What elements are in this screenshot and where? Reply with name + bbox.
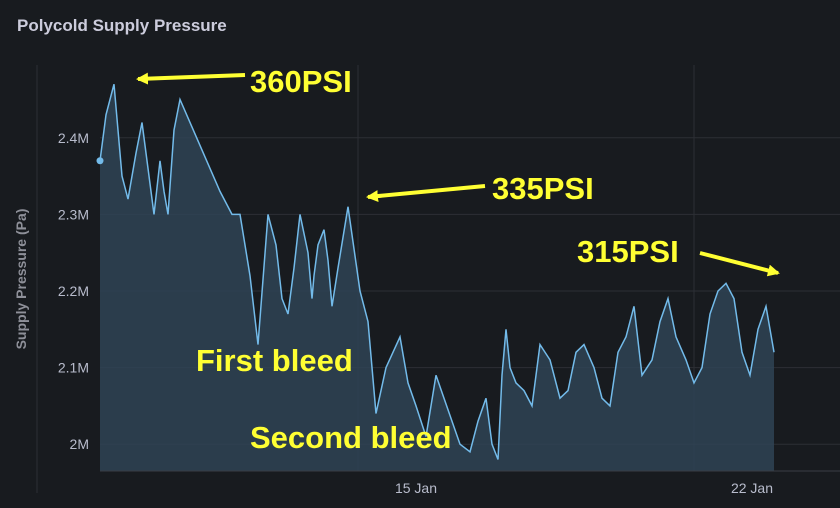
y-tick-label: 2M [70, 436, 89, 452]
series-area-fill [100, 84, 774, 471]
series-line[interactable] [99, 84, 775, 460]
y-tick-label: 2.1M [58, 360, 89, 376]
y-axis-label: Supply Pressure (Pa) [13, 209, 29, 350]
annotation-315psi: 315PSI [577, 234, 679, 269]
arrow-360psi [136, 72, 246, 85]
y-tick-labels: 2.4M 2.3M 2.2M 2.1M 2M [58, 130, 89, 452]
arrow-335psi [366, 184, 486, 203]
y-tick-label: 2.3M [58, 206, 89, 222]
y-tick-label: 2.4M [58, 130, 89, 146]
series-layer [96, 84, 840, 472]
y-tick-label: 2.2M [58, 283, 89, 299]
annotation-first-bleed: First bleed [196, 343, 353, 378]
x-tick-label: 22 Jan [731, 480, 773, 496]
series-start-point[interactable] [96, 157, 104, 165]
annotation-second-bleed: Second bleed [250, 420, 452, 455]
annotation-360psi: 360PSI [250, 64, 352, 99]
arrow-315psi [699, 251, 780, 277]
x-tick-label: 15 Jan [395, 480, 437, 496]
chart-title: Polycold Supply Pressure [17, 16, 227, 35]
annotation-335psi: 335PSI [492, 171, 594, 206]
